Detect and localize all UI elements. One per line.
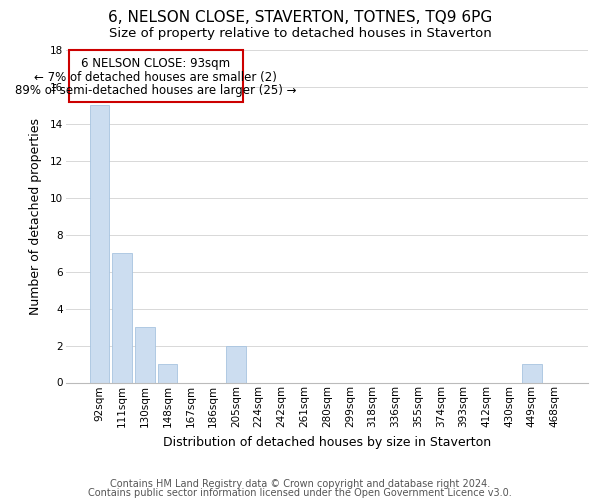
Bar [112, 253, 132, 382]
Bar [135, 327, 155, 382]
FancyBboxPatch shape [68, 50, 244, 102]
Bar [522, 364, 542, 382]
X-axis label: Distribution of detached houses by size in Staverton: Distribution of detached houses by size … [163, 436, 491, 448]
Text: Size of property relative to detached houses in Staverton: Size of property relative to detached ho… [109, 28, 491, 40]
Bar [158, 364, 178, 382]
Y-axis label: Number of detached properties: Number of detached properties [29, 118, 41, 315]
Text: Contains public sector information licensed under the Open Government Licence v3: Contains public sector information licen… [88, 488, 512, 498]
Text: 6 NELSON CLOSE: 93sqm: 6 NELSON CLOSE: 93sqm [81, 58, 230, 70]
Text: Contains HM Land Registry data © Crown copyright and database right 2024.: Contains HM Land Registry data © Crown c… [110, 479, 490, 489]
Bar [226, 346, 245, 383]
Text: 6, NELSON CLOSE, STAVERTON, TOTNES, TQ9 6PG: 6, NELSON CLOSE, STAVERTON, TOTNES, TQ9 … [108, 10, 492, 25]
Text: ← 7% of detached houses are smaller (2): ← 7% of detached houses are smaller (2) [34, 71, 277, 84]
Text: 89% of semi-detached houses are larger (25) →: 89% of semi-detached houses are larger (… [15, 84, 296, 97]
Bar [90, 106, 109, 382]
